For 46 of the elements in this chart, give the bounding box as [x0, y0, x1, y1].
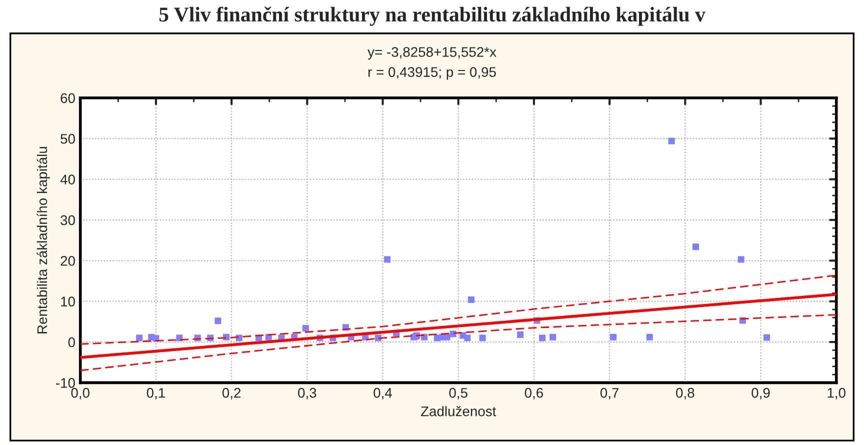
y-tick-label: 10 [61, 296, 75, 306]
point [384, 256, 391, 263]
point [610, 334, 617, 340]
x-tick-label: 0,7 [600, 388, 619, 400]
text: y= -3,8258+15,552*x [368, 47, 496, 60]
point [450, 330, 456, 338]
point [646, 334, 653, 340]
y-axis-title: Rentabilita základního kapitálu [36, 147, 50, 334]
point [550, 334, 556, 340]
y-tick-label: 40 [60, 174, 75, 184]
point [539, 334, 546, 342]
point [444, 334, 450, 340]
x-tick-label: 1,0 [828, 388, 846, 400]
point [176, 334, 183, 342]
x-tick-label: 0,3 [298, 388, 316, 400]
point [692, 244, 699, 250]
y-tick-label: 30 [60, 215, 75, 226]
y-tick-label: 50 [60, 134, 75, 144]
text: r = 0,43915; p = 0,95 [368, 67, 496, 80]
line-series [80, 274, 836, 345]
y-tick-label: 60 [60, 93, 75, 104]
y-tick-label: 0 [68, 337, 75, 348]
point [764, 334, 770, 341]
x-tick-label: 0,8 [676, 388, 694, 400]
x-tick-label: 0,1 [146, 388, 165, 400]
x-tick-label: 0,5 [449, 388, 468, 400]
point [464, 334, 471, 342]
x-tick-label: 0,6 [524, 388, 543, 400]
y-tick-label: -10 [56, 378, 75, 388]
x-tick-label: 0,2 [222, 388, 241, 400]
point [136, 334, 143, 342]
chart-title: 5 Vliv finanční struktury na rentabilitu základního kapitálu v [159, 6, 706, 26]
x-tick-label: 0,9 [752, 388, 770, 400]
point [668, 138, 675, 144]
y-tick-label: 20 [60, 256, 75, 266]
point [214, 318, 222, 324]
x-tick-label: 0,0 [71, 388, 90, 400]
point [302, 324, 309, 332]
line-series [80, 314, 836, 372]
x-axis-title: Zadluženost [420, 406, 496, 416]
point [738, 256, 744, 263]
x-tick-label: 0,4 [374, 388, 392, 400]
point [479, 334, 486, 342]
point [236, 334, 242, 342]
point [468, 296, 474, 303]
point [517, 331, 524, 338]
